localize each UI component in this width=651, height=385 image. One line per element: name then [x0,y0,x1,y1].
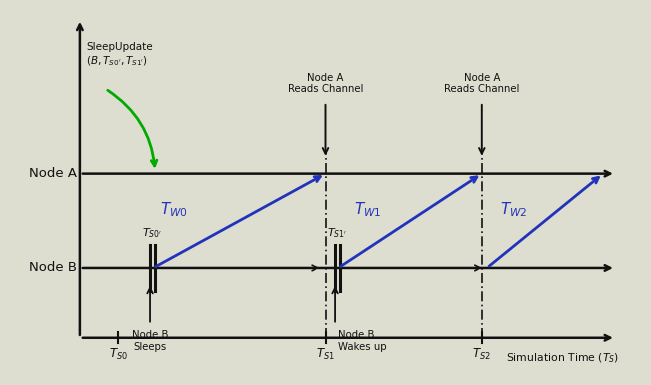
Text: Node B
Sleeps: Node B Sleeps [132,330,169,352]
Text: Node A
Reads Channel: Node A Reads Channel [288,73,363,94]
Text: $T_{W0}$: $T_{W0}$ [159,200,187,219]
Text: $T_{W1}$: $T_{W1}$ [354,200,381,219]
Text: $T_{S0}$: $T_{S0}$ [109,347,128,362]
Text: $T_{W2}$: $T_{W2}$ [500,200,527,219]
Text: $T_{S0'}$: $T_{S0'}$ [142,226,162,239]
Text: Node B
Wakes up: Node B Wakes up [339,330,387,352]
Text: Simulation Time ($T_S$): Simulation Time ($T_S$) [506,352,619,365]
Text: $T_{S1}$: $T_{S1}$ [316,347,335,362]
Text: $T_{S1'}$: $T_{S1'}$ [327,226,347,239]
Text: Node A: Node A [29,167,77,180]
Text: $T_{S2}$: $T_{S2}$ [473,347,492,362]
Text: Node A
Reads Channel: Node A Reads Channel [444,73,519,94]
Text: Node B: Node B [29,261,77,275]
Text: SleepUpdate
$(B, T_{S0'}, T_{S1'})$: SleepUpdate $(B, T_{S0'}, T_{S1'})$ [86,42,153,68]
